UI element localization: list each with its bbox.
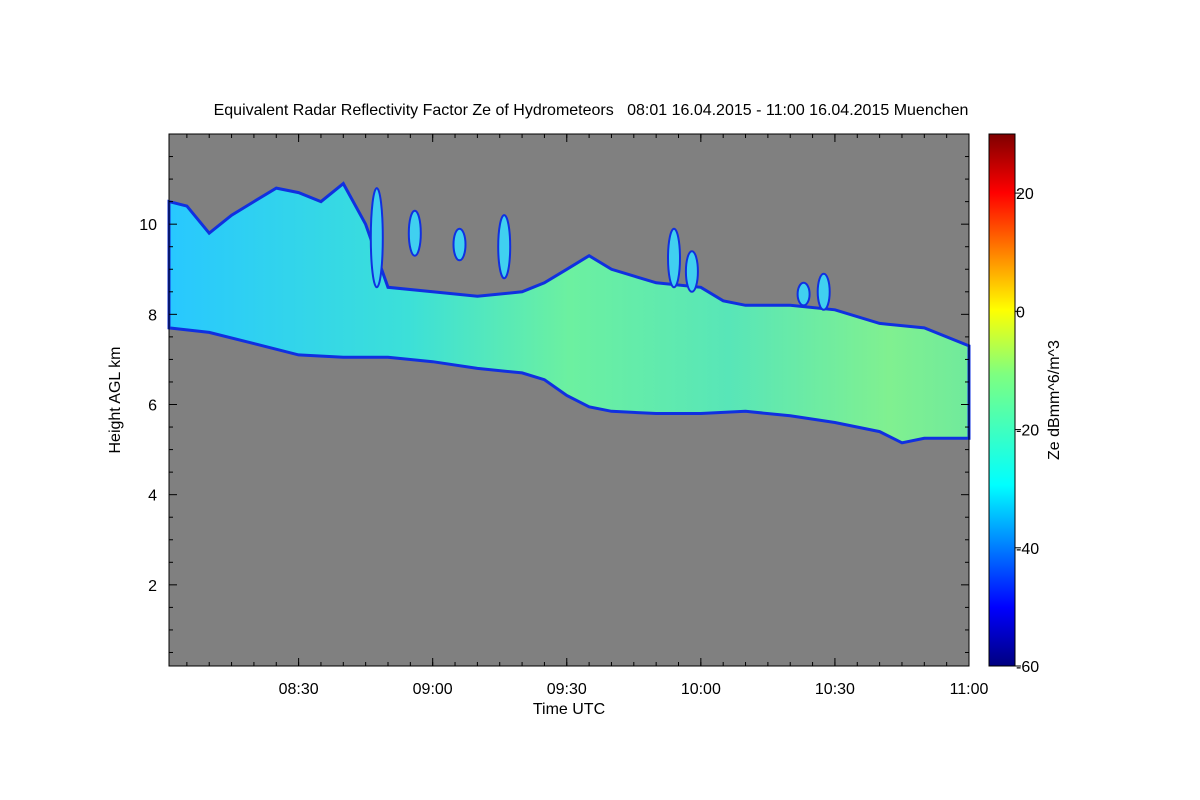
plot-frame	[168, 133, 970, 667]
y-tick-label: 4	[148, 488, 157, 505]
isolated-cells	[369, 187, 831, 311]
cloud-cell	[684, 250, 699, 293]
chart-title: Equivalent Radar Reflectivity Factor Ze …	[214, 102, 969, 119]
cloud-layer-shape	[167, 181, 971, 445]
y-tick-label: 2	[148, 578, 157, 595]
colorbar-label: Ze dBmm^6/m^3	[1046, 340, 1063, 460]
x-axis: 08:30 09:00 09:30 10:00 10:30 11:00	[186, 134, 989, 698]
cloud-cell	[497, 214, 512, 280]
x-tick-label: 09:00	[413, 681, 453, 698]
x-tick-label: 10:30	[815, 681, 855, 698]
x-tick-label: 08:30	[279, 681, 319, 698]
colorbar-tick-label: 20	[1016, 186, 1034, 203]
y-tick-label: 8	[148, 307, 157, 324]
y-axis-label: Height AGL km	[107, 346, 124, 453]
colorbar-axis: 20 0 -20 -40 -60	[1015, 186, 1039, 676]
cloud-cell	[816, 272, 831, 311]
colorbar-tick-label: -40	[1016, 541, 1039, 558]
x-tick-label: 11:00	[950, 681, 989, 698]
colorbar-tick-label: -60	[1016, 659, 1039, 676]
y-axis: 2 4 6 8 10	[139, 156, 969, 653]
y-tick-label: 6	[148, 398, 157, 415]
colorbar-tick-label: -20	[1016, 423, 1039, 440]
cloud-cell	[407, 209, 422, 257]
colorbar-tick-label: 0	[1016, 304, 1025, 321]
x-tick-label: 09:30	[547, 681, 587, 698]
x-tick-label: 10:00	[681, 681, 721, 698]
cloud-layer	[167, 181, 971, 445]
y-tick-label: 10	[139, 217, 157, 234]
x-axis-label: Time UTC	[533, 701, 605, 718]
cloud-cell	[452, 227, 467, 262]
cloud-cell	[796, 281, 811, 307]
cloud-cell	[369, 187, 384, 289]
colorbar	[988, 133, 1016, 667]
cloud-cell	[667, 227, 681, 289]
